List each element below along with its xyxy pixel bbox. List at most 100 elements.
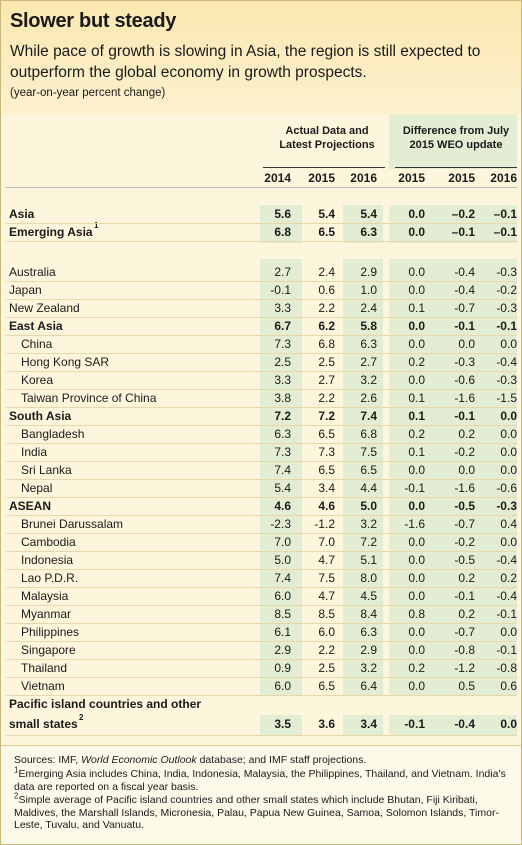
year-header: 2015	[448, 171, 475, 185]
table-cell: -0.4	[454, 283, 475, 297]
table-cell: 4.7	[318, 553, 335, 567]
table-cell: -1.6	[454, 481, 475, 495]
table-row: Korea 3.3 2.7 3.2 0.0 -0.6 -0.3	[1, 371, 521, 389]
table-row: Lao P.D.R. 7.4 7.5 8.0 0.0 0.2 0.2	[1, 569, 521, 587]
table-cell: 0.4	[500, 517, 517, 531]
table-cell: 2.9	[274, 643, 291, 657]
row-label: Pacific island countries and other	[9, 697, 202, 711]
table-cell: 2.7	[360, 355, 377, 369]
row-label: Japan	[9, 283, 42, 297]
footnote-marker: 2	[14, 791, 19, 801]
table-row: Sri Lanka 7.4 6.5 6.5 0.0 0.0 0.0	[1, 461, 521, 479]
row-label: Singapore	[21, 643, 76, 657]
table-cell: -0.2	[454, 535, 475, 549]
year-header: 2014	[264, 171, 291, 185]
footnote-marker: 1	[14, 765, 19, 775]
table-cell: -0.7	[454, 625, 475, 639]
table-row: India 7.3 7.3 7.5 0.1 -0.2 0.0	[1, 443, 521, 461]
table-cell: 6.0	[274, 589, 291, 603]
row-label: Lao P.D.R.	[21, 571, 79, 585]
table-cell: 7.3	[274, 337, 291, 351]
row-divider	[6, 299, 517, 300]
table-cell: 0.0	[408, 265, 425, 279]
table-cell: 7.5	[360, 445, 377, 459]
table-cell: 7.3	[318, 445, 335, 459]
row-divider	[6, 623, 517, 624]
table-row: Vietnam 6.0 6.5 6.4 0.0 0.5 0.6	[1, 677, 521, 695]
table-cell: 0.0	[408, 499, 425, 513]
table-cell: 6.3	[274, 427, 291, 441]
table-cell: 3.4	[360, 717, 377, 731]
row-divider	[6, 443, 517, 444]
table-row: New Zealand 3.3 2.2 2.4 0.1 -0.7 -0.3	[1, 299, 521, 317]
table-cell: -0.5	[454, 499, 475, 513]
table-row: Malaysia 6.0 4.7 4.5 0.0 -0.1 -0.4	[1, 587, 521, 605]
row-divider	[6, 425, 517, 426]
table-cell: 0.0	[500, 625, 517, 639]
table-cell: 7.2	[274, 409, 291, 423]
row-label: East Asia	[9, 319, 63, 333]
table-cell: 0.0	[458, 463, 475, 477]
table-cell: -0.1	[454, 589, 475, 603]
table-cell: 2.5	[318, 355, 335, 369]
sources-suffix: database; and IMF staff projections.	[196, 754, 367, 766]
row-divider	[6, 659, 517, 660]
table-cell: 6.8	[360, 427, 377, 441]
table-row: small states 2 3.5 3.6 3.4 -0.1 -0.4 0.0	[9, 713, 517, 732]
table-cell: 7.4	[274, 463, 291, 477]
year-header: 2015	[398, 171, 425, 185]
table-cell: 5.4	[274, 481, 291, 495]
table-cell: 4.6	[274, 499, 291, 513]
row-label: Bangladesh	[21, 427, 85, 441]
row-divider	[6, 461, 517, 462]
row-label: South Asia	[9, 409, 72, 423]
table-cell: 3.8	[274, 391, 291, 405]
row-divider	[6, 677, 517, 678]
footer: Sources: IMF, World Economic Outlook dat…	[1, 745, 521, 844]
table-cell: 0.0	[408, 553, 425, 567]
table-cell: -0.3	[496, 265, 517, 279]
table-cell: 1.0	[360, 283, 377, 297]
year-header: 2016	[350, 171, 377, 185]
table-cell: -0.4	[496, 553, 517, 567]
column-shade	[260, 259, 302, 695]
row-label: Korea	[21, 373, 54, 387]
row-label: Taiwan Province of China	[21, 391, 157, 405]
table-cell: 0.0	[408, 319, 425, 333]
table-cell: –0.2	[451, 207, 475, 221]
row-divider	[6, 695, 517, 696]
table-row: Emerging Asia 1 6.8 6.5 6.3 0.0 –0.1 –0.1	[9, 221, 517, 240]
table-row: Hong Kong SAR 2.5 2.5 2.7 0.2 -0.3 -0.4	[1, 353, 521, 371]
table-cell: 6.5	[318, 427, 335, 441]
table-cell: 0.0	[408, 225, 425, 239]
footnote-1: 1Emerging Asia includes China, India, In…	[14, 765, 519, 793]
table-cell: 2.9	[360, 643, 377, 657]
table-cell: -0.3	[454, 355, 475, 369]
table-cell: 0.0	[408, 463, 425, 477]
row-divider	[6, 605, 517, 606]
page-title: Slower but steady	[10, 10, 177, 32]
table-cell: 6.1	[274, 625, 291, 639]
table-cell: -0.3	[496, 301, 517, 315]
table-cell: -0.7	[454, 517, 475, 531]
table-cell: -0.1	[454, 319, 475, 333]
table-cell: 0.0	[500, 409, 517, 423]
table-cell: 0.0	[458, 337, 475, 351]
table-cell: –0.1	[451, 225, 475, 239]
row-divider	[6, 587, 517, 588]
table-row: Indonesia 5.0 4.7 5.1 0.0 -0.5 -0.4	[1, 551, 521, 569]
table-cell: 7.4	[274, 571, 291, 585]
table-cell: 6.5	[318, 463, 335, 477]
table-cell: -0.1	[496, 319, 517, 333]
table-cell: -0.8	[454, 643, 475, 657]
table-cell: 3.2	[360, 661, 377, 675]
table-cell: 2.2	[318, 391, 335, 405]
table-cell: -1.6	[454, 391, 475, 405]
table-cell: 2.4	[360, 301, 377, 315]
row-label: Brunei Darussalam	[21, 517, 124, 531]
column-shade	[260, 205, 302, 243]
year-header: 2015	[308, 171, 335, 185]
table-row: East Asia 6.7 6.2 5.8 0.0 -0.1 -0.1	[1, 317, 521, 335]
table-cell: 0.0	[408, 207, 425, 221]
